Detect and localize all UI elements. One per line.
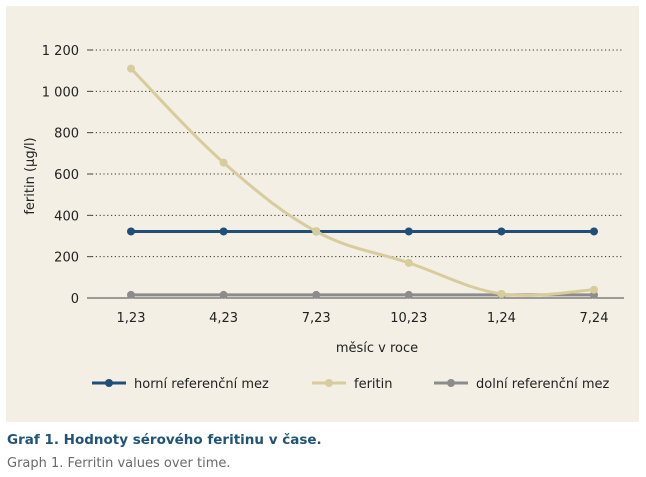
x-tick-label: 4,23	[209, 311, 238, 326]
legend-marker	[105, 379, 113, 387]
grid-lines	[92, 49, 624, 299]
data-point	[497, 289, 506, 298]
data-point	[404, 290, 413, 299]
data-point	[127, 227, 135, 236]
data-point	[312, 227, 321, 236]
data-point	[219, 158, 228, 167]
x-axis-label: měsíc v roce	[336, 341, 418, 356]
y-tick-label: 800	[54, 127, 79, 142]
data-point	[127, 64, 135, 73]
data-point	[219, 290, 228, 299]
chart-series	[127, 64, 598, 299]
y-axis-label: feritin (µg/l)	[23, 137, 38, 214]
data-point	[404, 227, 413, 236]
x-tick-label: 1,24	[487, 311, 516, 326]
legend-label: dolní referenční mez	[476, 377, 610, 392]
y-axis: 0 200 400 600 800 1 000 1 200	[42, 44, 92, 307]
legend: horní referenční mez feritin dolní referen…	[92, 377, 610, 392]
x-tick-label: 7,23	[302, 311, 331, 326]
line-chart: 0 200 400 600 800 1 000 1 200 1,23 4,23 7,23 10,2…	[23, 44, 624, 392]
chart-panel: 0 200 400 600 800 1 000 1 200 1,23 4,23 7,23 10,2…	[6, 6, 639, 422]
data-point	[590, 227, 598, 236]
x-tick-label: 7,24	[580, 311, 609, 326]
series-line	[129, 67, 595, 297]
y-tick-label: 400	[54, 209, 79, 224]
x-axis: 1,23 4,23 7,23 10,23 1,24 7,24	[117, 311, 609, 326]
data-point	[312, 290, 321, 299]
data-point	[497, 227, 506, 236]
data-point	[590, 285, 598, 294]
data-point	[404, 258, 413, 267]
series-ferritin	[127, 64, 598, 298]
legend-label: horní referenční mez	[134, 377, 269, 392]
figure-caption-subtitle: Graph 1. Ferritin values over time.	[7, 456, 231, 471]
y-tick-label: 1 200	[42, 44, 79, 59]
x-tick-label: 10,23	[390, 311, 427, 326]
y-tick-label: 200	[54, 251, 79, 266]
legend-marker	[325, 379, 333, 387]
x-tick-label: 1,23	[117, 311, 146, 326]
legend-label: feritin	[354, 377, 392, 392]
data-point	[127, 290, 135, 299]
legend-marker	[447, 379, 455, 387]
series-upper-ref	[127, 227, 598, 236]
data-point	[219, 227, 228, 236]
y-tick-label: 600	[54, 168, 79, 183]
y-tick-label: 0	[71, 292, 79, 307]
y-tick-label: 1 000	[42, 85, 79, 100]
figure-caption-title: Graf 1. Hodnoty sérového feritinu v čase…	[7, 432, 322, 448]
